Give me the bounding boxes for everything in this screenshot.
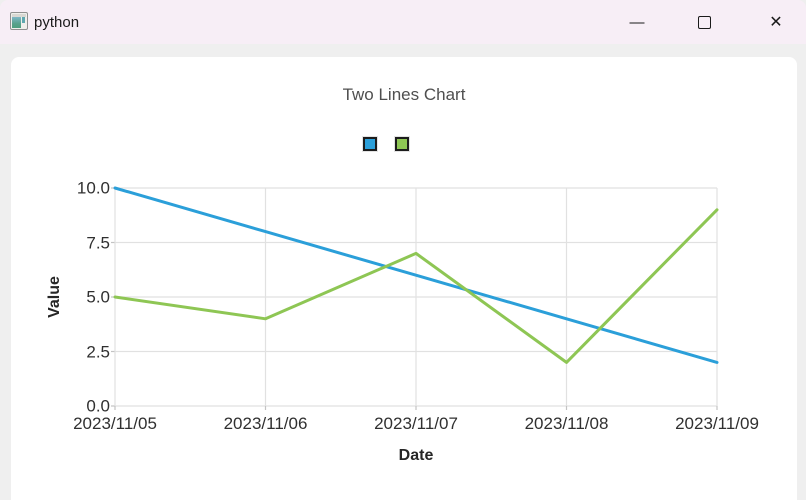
x-axis-title: Date (398, 447, 434, 464)
x-tick-label: 2023/11/08 (524, 414, 609, 433)
close-icon: ✕ (769, 14, 783, 31)
app-icon (10, 12, 28, 30)
window-title: python (34, 13, 80, 31)
plot-area-svg (111, 186, 719, 410)
legend-key-series-2 (395, 137, 409, 151)
x-tick-label: 2023/11/09 (675, 414, 759, 433)
maximize-icon (697, 15, 711, 29)
y-tick-label: 10.0 (76, 178, 110, 198)
y-axis-ticks: 10.0 7.5 5.0 2.5 0.0 (40, 180, 110, 415)
x-tick-label: 2023/11/07 (374, 414, 458, 433)
chart-title: Two Lines Chart (342, 85, 466, 104)
y-tick-label: 7.5 (86, 233, 110, 252)
chart-card: Two Lines Chart 10.0 7.5 5.0 2.5 0.0 202… (11, 57, 797, 500)
app-icon-titlestrip (12, 14, 26, 17)
y-axis-title: Value (46, 276, 63, 318)
x-tick-label: 2023/11/05 (73, 414, 157, 433)
minimize-icon: — (629, 13, 645, 31)
app-icon-side (22, 17, 25, 23)
app-icon-plot (12, 17, 21, 28)
y-tick-label: 2.5 (86, 342, 110, 361)
minimize-button[interactable]: — (614, 0, 660, 44)
series-line-1 (113, 186, 719, 364)
x-tick-label: 2023/11/06 (223, 414, 308, 433)
close-button[interactable]: ✕ (753, 0, 799, 44)
maximize-button[interactable] (681, 0, 727, 44)
x-axis-ticks: 2023/11/05 2023/11/06 2023/11/07 2023/11… (73, 414, 759, 435)
y-tick-label: 5.0 (86, 287, 110, 307)
series-line-2 (113, 208, 719, 364)
legend-key-series-1 (363, 137, 377, 151)
legend (0, 137, 779, 151)
y-tick-label: 0.0 (86, 396, 110, 416)
titlebar[interactable]: python — ✕ (0, 0, 806, 44)
